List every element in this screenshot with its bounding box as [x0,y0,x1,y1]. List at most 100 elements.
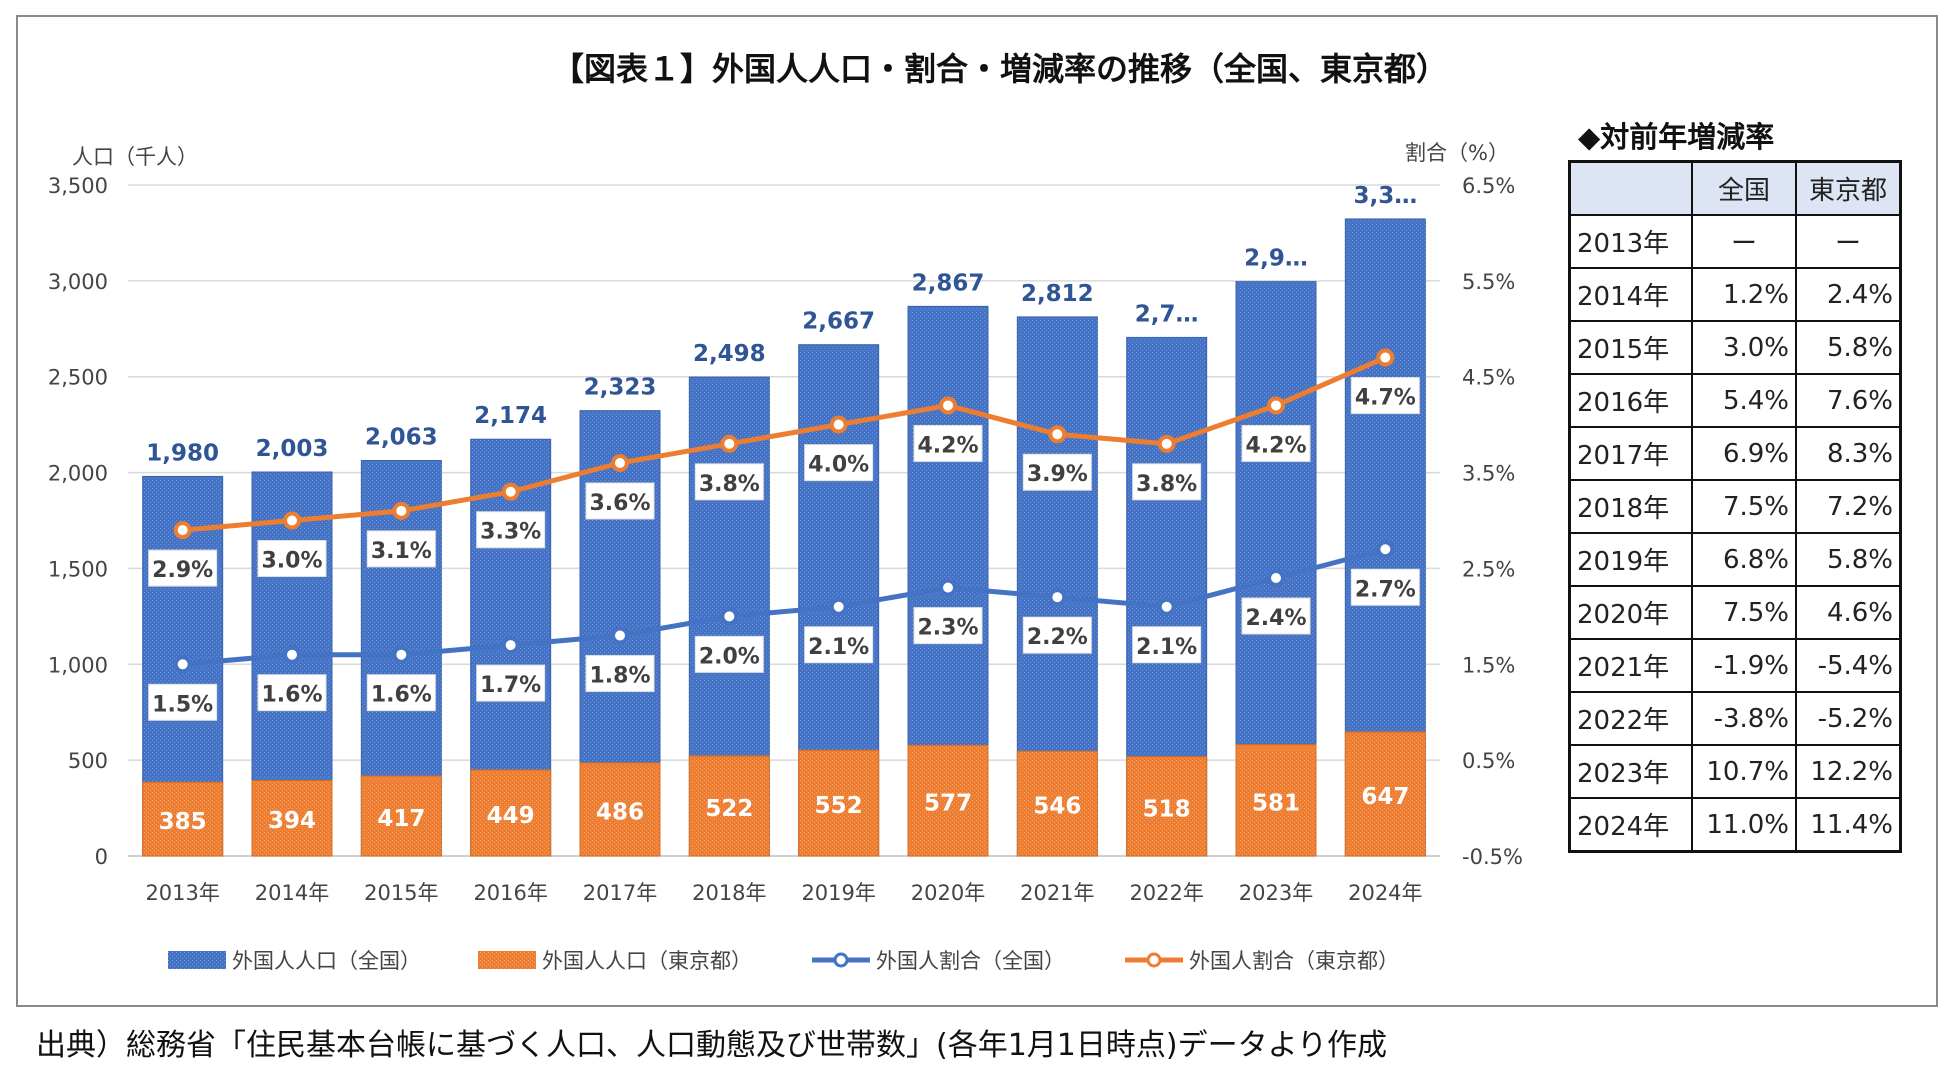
table-row: 2018年 7.5% 7.2% [1568,479,1902,534]
table-header-cell: 東京都 [1795,160,1902,216]
bar-label-tokyo: 394 [268,808,316,834]
bar-label-tokyo: 577 [924,791,972,817]
line-label-box-tokyo [1132,463,1202,501]
line-label-box-national [148,683,218,721]
data-labels: 1,980 2,003 2,063 2,174 2,323 2,498 2,667 2,867… [146,183,1420,835]
bar-label-national: 2,498 [693,341,766,367]
x-tick-label: 2018年 [692,881,766,905]
x-tick-label: 2013年 [145,881,219,905]
table-row: 2024年 11.0% 11.4% [1568,797,1902,853]
point-tokyo [1376,348,1395,367]
table-row: 2017年 6.9% 8.3% [1568,426,1902,481]
bar-label-national: 2,174 [474,403,547,429]
bar-label-national: 2,7… [1135,301,1199,327]
line-label-national: 2.1% [808,635,869,660]
table-cell-national: 3.0% [1691,320,1797,375]
point-national [939,578,957,597]
line-label-tokyo: 3.1% [371,539,432,564]
point-tokyo [173,521,192,540]
chart-title: 【図表１】外国人人口・割合・増減率の推移（全国、東京都） [552,50,1448,88]
table-cell-tokyo: 2.4% [1795,267,1902,322]
line-label-tokyo: 4.2% [917,433,978,458]
legend-label: 外国人人口（全国） [232,949,421,973]
legend-marker [833,952,849,968]
table-cell-national: 11.0% [1691,797,1797,853]
table-cell-year: 2017年 [1568,426,1693,481]
table-cell-national: 7.5% [1691,479,1797,534]
line-label-national: 2.7% [1355,577,1416,602]
table-cell-tokyo: ー [1795,214,1902,269]
line-label-national: 1.8% [589,664,650,689]
table-row: 2016年 5.4% 7.6% [1568,373,1902,428]
table-cell-year: 2019年 [1568,532,1693,587]
y-axis-left-label: 人口（千人） [72,145,198,169]
bar-label-tokyo: 552 [815,793,863,819]
line-label-tokyo: 3.8% [699,472,760,497]
table-cell-year: 2014年 [1568,267,1693,322]
point-tokyo [720,434,739,453]
line-label-national: 2.4% [1245,606,1306,631]
x-tick-label: 2023年 [1239,881,1313,905]
line-label-box-tokyo [585,482,655,520]
legend-swatch [478,951,536,969]
table-cell-national: 1.2% [1691,267,1797,322]
table-header-row: 全国 東京都 [1568,160,1902,216]
line-label-box-tokyo [1022,453,1092,491]
table-row: 2021年 -1.9% -5.4% [1568,638,1902,693]
line-label-tokyo: 3.6% [589,491,650,516]
y-tick-right: 3.5% [1462,462,1515,486]
line-label-tokyo: 4.0% [808,453,869,478]
bar-label-national: 2,812 [1021,281,1094,307]
table-row: 2019年 6.8% 5.8% [1568,532,1902,587]
table-cell-year: 2023年 [1568,744,1693,799]
y-tick-right: 2.5% [1462,557,1515,581]
line-label-box-national [476,664,546,702]
x-tick-label: 2021年 [1020,881,1094,905]
table-cell-tokyo: 5.8% [1795,320,1902,375]
point-national [829,597,848,616]
x-tick-label: 2014年 [255,881,329,905]
line-label-box-national [913,607,983,645]
line-label-box-national [804,626,874,664]
point-tokyo [392,501,411,520]
line-label-tokyo: 2.9% [152,558,213,583]
legend-marker [1146,952,1162,968]
table-header-cell [1568,160,1693,216]
line-label-national: 2.1% [1136,635,1197,660]
bar-tokyo [142,781,224,857]
table-cell-tokyo: 8.3% [1795,426,1902,481]
table-cell-tokyo: 4.6% [1795,585,1902,640]
line-label-box-tokyo [804,444,874,482]
line-series [173,348,1395,674]
line-national [182,546,1386,667]
bar-label-national: 2,667 [802,309,875,335]
line-label-national: 1.6% [261,683,322,708]
table-cell-national: 5.4% [1691,373,1797,428]
table-cell-year: 2022年 [1568,691,1693,746]
line-label-box-tokyo [1350,377,1420,415]
bar-label-national: 2,9… [1244,246,1308,272]
table-row: 2023年 10.7% 12.2% [1568,744,1902,799]
point-tokyo [829,415,848,434]
line-tokyo [182,355,1387,533]
point-national [1048,588,1067,607]
bar-label-tokyo: 449 [487,803,535,829]
legend-label: 外国人割合（全国） [876,949,1065,973]
table-cell-year: 2013年 [1568,214,1693,269]
table-cell-tokyo: 5.8% [1795,532,1902,587]
point-national [1157,597,1176,616]
y-tick-right: 5.5% [1462,270,1515,294]
line-label-national: 1.7% [480,673,541,698]
y-tick-right: 6.5% [1462,174,1515,198]
line-label-tokyo: 3.9% [1027,462,1088,487]
table-cell-tokyo: 11.4% [1795,797,1902,853]
bar-label-tokyo: 546 [1033,794,1081,820]
line-label-box-tokyo [257,540,327,577]
legend-label: 外国人人口（東京都） [542,949,752,973]
bar-tokyo [251,779,333,857]
point-national [283,645,301,664]
line-label-tokyo: 3.0% [261,549,322,574]
source-note: 出典）総務省「住民基本台帳に基づく人口、人口動態及び世帯数」(各年1月1日時点)… [36,1028,1387,1063]
table-cell-tokyo: -5.4% [1795,638,1902,693]
table-cell-year: 2016年 [1568,373,1693,428]
